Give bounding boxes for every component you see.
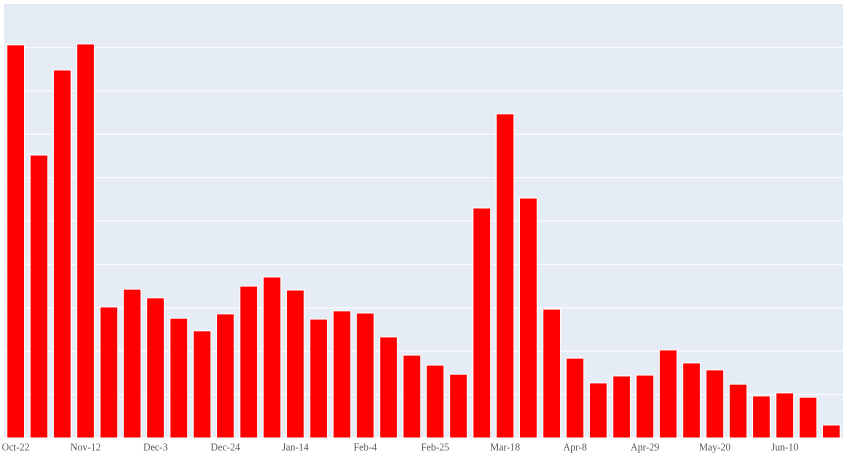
x-tick-label: Jan-14 (282, 442, 309, 453)
bar (752, 395, 771, 439)
bar (798, 396, 818, 439)
bar (519, 197, 538, 439)
bar (169, 317, 189, 439)
bar (262, 276, 282, 439)
bar (495, 113, 515, 439)
bar (285, 289, 305, 439)
bar (682, 362, 701, 439)
bar (146, 297, 165, 439)
x-tick-label: Apr-8 (563, 442, 587, 453)
bar (612, 375, 631, 439)
bar (402, 354, 422, 439)
x-tick-label: Dec-3 (143, 442, 167, 453)
bar (449, 373, 468, 439)
x-tick-label: Nov-12 (70, 442, 101, 453)
x-tick-label: Jun-10 (771, 442, 798, 453)
bar (705, 369, 725, 439)
bar (775, 392, 795, 439)
bar (425, 364, 445, 439)
bar (565, 357, 585, 439)
bar (472, 207, 492, 439)
bar (728, 383, 748, 439)
bar (239, 285, 259, 439)
x-tick-label: May-20 (699, 442, 731, 453)
bar (821, 424, 841, 439)
x-tick-label: Apr-29 (631, 442, 660, 453)
x-tick-label: Dec-24 (211, 442, 240, 453)
x-tick-label: Feb-4 (354, 442, 377, 453)
bar (355, 312, 375, 439)
bar (332, 310, 352, 439)
bar (588, 382, 608, 439)
bar (379, 336, 398, 439)
bar (52, 69, 72, 439)
x-tick-label: Feb-25 (421, 442, 449, 453)
bar (99, 306, 119, 439)
x-tick-label: Oct-22 (2, 442, 30, 453)
bar (6, 44, 26, 439)
bar (122, 288, 142, 439)
bar (29, 154, 49, 439)
x-tick-label: Mar-18 (490, 442, 520, 453)
bar (309, 318, 328, 439)
bar (192, 330, 212, 439)
bar (658, 349, 678, 439)
bar (542, 308, 562, 439)
bar (635, 374, 655, 439)
bar (76, 43, 95, 439)
bar (216, 313, 235, 439)
